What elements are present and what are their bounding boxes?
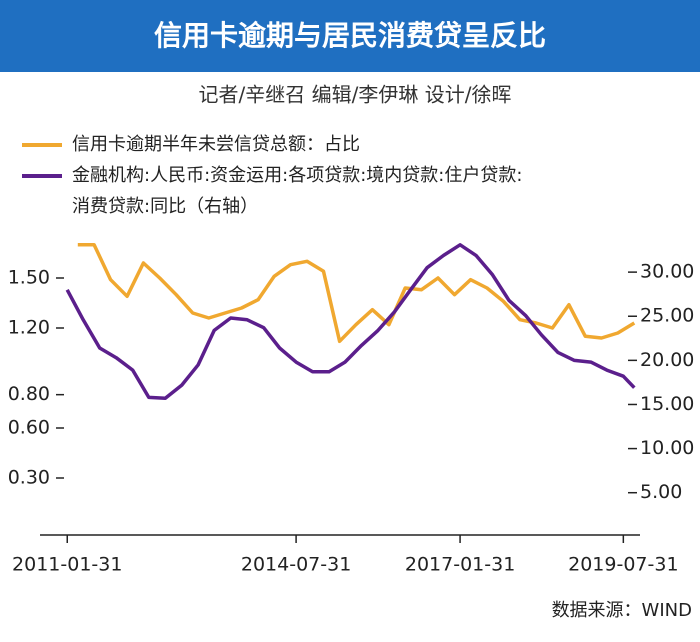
series-line [77, 242, 636, 344]
x-tick-label: 2019-07-31 [568, 554, 678, 576]
y2-tick-label: 20.00 [640, 349, 694, 371]
series-line [65, 243, 636, 401]
y2-tick-label: 5.00 [640, 481, 682, 503]
y-tick-label: 1.50 [8, 267, 50, 289]
x-tick-label: 2011-01-31 [12, 554, 122, 576]
y-tick-label: 0.60 [8, 417, 50, 439]
x-tick-label: 2014-07-31 [241, 554, 351, 576]
y2-tick-label: 10.00 [640, 437, 694, 459]
y-tick-label: 0.30 [8, 467, 50, 489]
y-tick-label: 1.20 [8, 317, 50, 339]
source: 数据来源：WIND [552, 600, 692, 621]
y2-tick-label: 15.00 [640, 393, 694, 415]
chart-subtitle: 记者/辛继召 编辑/李伊琳 设计/徐晖 [199, 83, 512, 107]
header-band [0, 0, 700, 72]
chart-title: 信用卡逾期与居民消费贷呈反比 [154, 19, 546, 52]
legend-label: 金融机构:人民币:资金运用:各项贷款:境内贷款:住户贷款:消费贷款:同比（右轴） [72, 165, 522, 217]
y-tick-label: 0.80 [8, 383, 50, 405]
y2-tick-label: 25.00 [640, 305, 694, 327]
x-tick-label: 2017-01-31 [405, 554, 515, 576]
y2-tick-label: 30.00 [640, 261, 694, 283]
legend-label: 信用卡逾期半年未尝信贷总额：占比 [72, 134, 360, 155]
